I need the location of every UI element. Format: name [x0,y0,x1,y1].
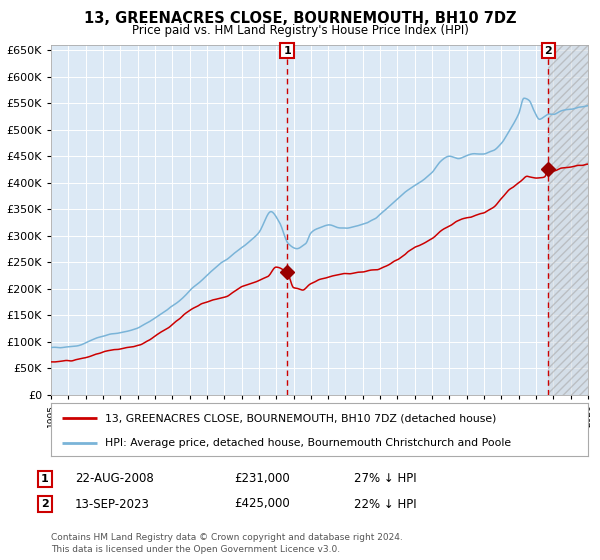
Text: 22% ↓ HPI: 22% ↓ HPI [354,497,416,511]
Text: 27% ↓ HPI: 27% ↓ HPI [354,472,416,486]
Text: 2: 2 [544,45,552,55]
Text: HPI: Average price, detached house, Bournemouth Christchurch and Poole: HPI: Average price, detached house, Bour… [105,438,511,448]
Text: 1: 1 [283,45,291,55]
Text: 13-SEP-2023: 13-SEP-2023 [75,497,150,511]
Text: 13, GREENACRES CLOSE, BOURNEMOUTH, BH10 7DZ: 13, GREENACRES CLOSE, BOURNEMOUTH, BH10 … [84,11,516,26]
Text: 1: 1 [41,474,49,484]
Text: 22-AUG-2008: 22-AUG-2008 [75,472,154,486]
Text: 2: 2 [41,499,49,509]
Text: 13, GREENACRES CLOSE, BOURNEMOUTH, BH10 7DZ (detached house): 13, GREENACRES CLOSE, BOURNEMOUTH, BH10 … [105,413,496,423]
Text: £425,000: £425,000 [234,497,290,511]
Text: £231,000: £231,000 [234,472,290,486]
Text: Price paid vs. HM Land Registry's House Price Index (HPI): Price paid vs. HM Land Registry's House … [131,24,469,36]
Bar [548,45,588,395]
Text: Contains HM Land Registry data © Crown copyright and database right 2024.
This d: Contains HM Land Registry data © Crown c… [51,533,403,554]
